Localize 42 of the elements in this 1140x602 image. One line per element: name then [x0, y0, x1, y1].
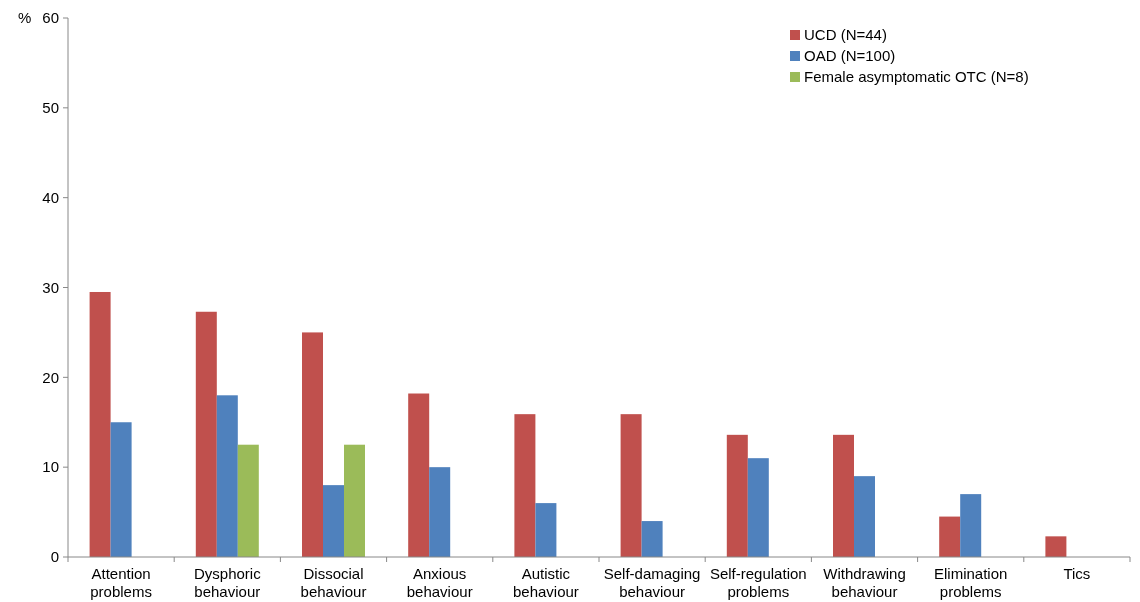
- bar: [344, 444, 365, 557]
- x-tick-label: Self-damaging behaviour: [603, 565, 701, 600]
- x-tick-label: Anxious behaviour: [406, 565, 473, 600]
- x-tick-label: Self-regulation problems: [709, 565, 807, 600]
- x-tick-label: Autistic behaviour: [512, 565, 579, 600]
- bar: [833, 434, 854, 557]
- bar: [195, 311, 217, 557]
- bar: [854, 476, 875, 557]
- legend-label: UCD (N=44): [804, 26, 887, 44]
- bar: [89, 291, 111, 557]
- bar: [535, 503, 557, 557]
- x-tick-label: Tics: [1063, 565, 1091, 582]
- bar: [323, 485, 344, 557]
- x-tick-label: Attention problems: [90, 565, 152, 600]
- y-tick-label: 50: [42, 99, 59, 117]
- bar: [408, 393, 430, 557]
- bar: [216, 395, 238, 557]
- legend-label: Female asymptomatic OTC (N=8): [804, 68, 1029, 86]
- bar: [429, 467, 451, 557]
- bar: [747, 458, 769, 557]
- x-tick-label: Elimination problems: [934, 565, 1008, 600]
- bar: [514, 414, 536, 557]
- bar: [641, 521, 663, 557]
- y-tick-label: 10: [42, 458, 59, 476]
- legend-label: OAD (N=100): [804, 47, 896, 65]
- bar: [726, 434, 748, 557]
- y-tick-label: 60: [42, 9, 59, 27]
- bar: [960, 494, 982, 557]
- x-tick-label: Dissocial behaviour: [300, 565, 367, 600]
- y-tick-label: 20: [42, 368, 59, 386]
- y-tick-label: 40: [42, 188, 59, 206]
- y-tick-label: 0: [50, 548, 59, 566]
- y-axis-title: %: [18, 9, 32, 27]
- bar: [939, 516, 961, 557]
- bar: [302, 332, 323, 557]
- x-tick-label: Dysphoric behaviour: [193, 565, 262, 600]
- y-tick-label: 30: [42, 278, 59, 296]
- x-tick-label: Withdrawing behaviour: [823, 565, 906, 600]
- bar: [110, 422, 132, 557]
- bar: [1045, 536, 1067, 557]
- bar: [237, 444, 259, 557]
- bar: [620, 414, 642, 557]
